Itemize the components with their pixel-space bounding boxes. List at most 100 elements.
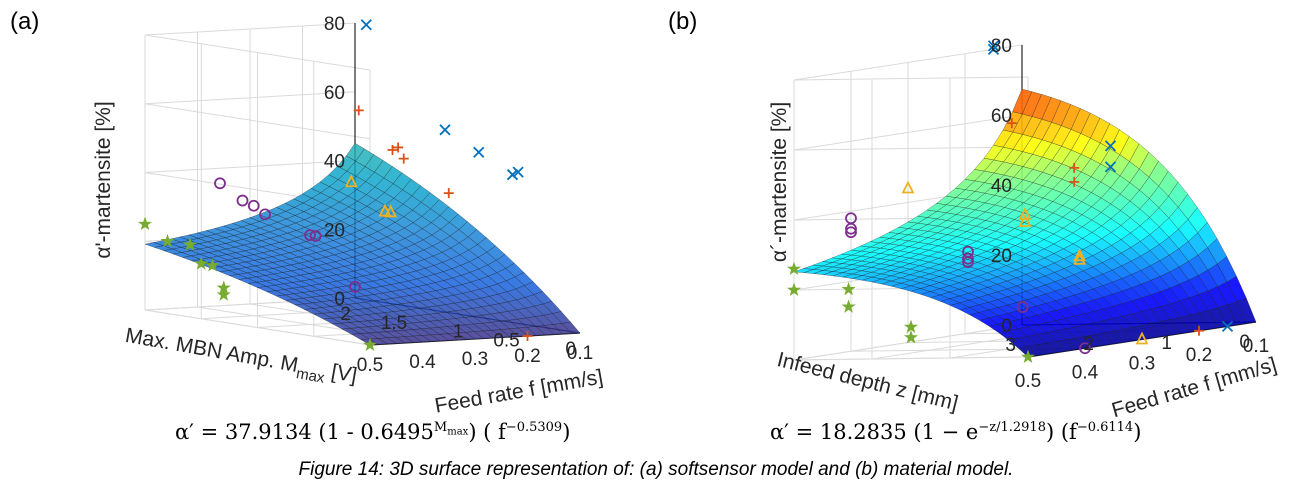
point-star-marker	[841, 299, 856, 313]
point-triangle-marker	[378, 203, 392, 217]
chart-panel-b: 0 20 40 60 80 0.1 0.2 0.3 0.4 0.5 0 1 2 3 α´-martensit…	[656, 0, 1312, 450]
point-star-marker	[216, 287, 231, 301]
tick-labels: 0 20 40 60 80 0.1 0.2 0.3 0.4 0.5 0 0.5 1 1.5 2	[324, 14, 593, 376]
z-axis-label: α´-martensite [%]	[768, 102, 791, 262]
z-tick-label: 20	[324, 220, 345, 241]
point-star-marker	[841, 281, 856, 296]
point-triangle-marker	[1018, 206, 1032, 220]
z-tick-label: 80	[324, 14, 345, 35]
point-plus-marker	[353, 105, 364, 116]
point-plus-marker	[522, 331, 533, 341]
point-triangle-marker	[1073, 248, 1087, 262]
point-x-marker	[360, 19, 372, 31]
surface-plot-b: 0 20 40 60 80 0.1 0.2 0.3 0.4 0.5 0 1 2 3 α´-martensit…	[768, 36, 1279, 420]
point-plus-marker	[393, 142, 404, 153]
y-tick-label: 0	[1239, 332, 1250, 353]
z-tick-label: 40	[991, 176, 1012, 197]
y-tick-label: 1	[453, 322, 464, 343]
point-circle-marker	[1079, 342, 1091, 355]
point-x-marker	[512, 166, 524, 178]
gridline	[793, 44, 1029, 81]
y-axis-label-sub: max	[295, 365, 326, 387]
point-plus-marker	[1069, 162, 1080, 173]
equation-b-end: )	[1133, 420, 1142, 444]
x-tick-label: 0.1	[1243, 336, 1269, 357]
y-tick-label: 1	[1161, 333, 1172, 354]
surface-patch	[144, 242, 165, 248]
equation-a: α′ = 37.9134 (1 ‑ 0.6495Mmax) ( f−0.5309…	[175, 420, 570, 444]
x-tick-label: 0.5	[357, 355, 383, 376]
gridline	[144, 297, 371, 346]
point-circle-marker	[259, 208, 271, 221]
x-tick-label: 0.4	[1072, 362, 1099, 383]
y-axis-label-main: Max. MBN Amp. M	[123, 324, 299, 377]
y-tick-label: 2	[1083, 334, 1094, 355]
x-tick-label: 0.4	[409, 352, 436, 373]
equation-a-exp1sub: max	[447, 426, 469, 438]
point-star-marker	[786, 282, 802, 297]
equation-b: α′ = 18.2835 (1 − e−z/1.2918) (f−0.6114)	[770, 420, 1141, 444]
x-tick-label: 0.2	[514, 346, 540, 367]
point-triangle-marker	[1018, 213, 1032, 227]
figure-caption: Figure 14: 3D surface representation of:…	[298, 459, 1014, 480]
chart-panel-a: 0 20 40 60 80 0.1 0.2 0.3 0.4 0.5 0 0.5 1 1.5 2 α'-mart…	[0, 0, 656, 450]
point-triangle-marker	[344, 174, 358, 188]
equation-b-exp1: −z/1.2918	[978, 420, 1046, 435]
point-x-marker	[1221, 320, 1234, 333]
point-x-marker	[439, 124, 451, 136]
x-tick-label: 0.3	[1129, 354, 1155, 375]
y-tick-label: 0	[565, 339, 576, 360]
point-x-marker	[1104, 161, 1117, 173]
point-plus-marker	[398, 153, 409, 164]
point-circle-marker	[1016, 301, 1029, 313]
point-x-marker	[987, 43, 1000, 56]
point-circle-marker	[845, 226, 857, 239]
equation-a-coef: 37.9134 (1 ‑ 0.6495	[224, 420, 434, 444]
equation-a-exp1: M	[433, 420, 448, 435]
point-star-marker	[137, 216, 153, 231]
point-plus-marker	[1069, 176, 1080, 187]
z-tick-label: 60	[324, 83, 345, 104]
point-plus-marker	[1194, 325, 1204, 336]
gridline	[793, 114, 1029, 151]
point-circle-marker	[962, 256, 974, 269]
surface-plot-a: 0 20 40 60 80 0.1 0.2 0.3 0.4 0.5 0 0.5 1 1.5 2 α'-mart…	[92, 14, 605, 418]
z-tick-label: 20	[991, 246, 1012, 267]
surface-mesh	[144, 142, 581, 346]
y-tick-label: 1.5	[381, 313, 407, 334]
point-x-marker	[506, 169, 519, 181]
equation-a-exp2: −0.5309	[505, 420, 563, 435]
equation-a-end: )	[562, 420, 571, 444]
y-axis-label: Max. MBN Amp. Mmax [V]	[123, 324, 359, 392]
tick-labels: 0 20 40 60 80 0.1 0.2 0.3 0.4 0.5 0 1 2 3	[991, 36, 1269, 392]
point-circle-marker	[349, 280, 361, 293]
z-axis-label: α'-martensite [%]	[92, 101, 115, 258]
point-star-marker	[1020, 349, 1036, 364]
point-triangle-marker	[1135, 331, 1149, 345]
surface-mesh	[793, 88, 1257, 358]
point-circle-marker	[304, 229, 316, 242]
point-circle-marker	[309, 230, 322, 242]
point-star-marker	[205, 258, 220, 272]
panel-label-a: (a)	[10, 8, 40, 35]
x-tick-label: 0.2	[1186, 345, 1212, 366]
point-star-marker	[160, 233, 175, 248]
measured-points	[786, 40, 1234, 364]
y-tick-label: 3	[1005, 335, 1016, 356]
point-triangle-marker	[901, 180, 915, 194]
z-tick-label: 0	[334, 289, 345, 310]
point-circle-marker	[247, 199, 260, 212]
equation-b-lhs: α′ =	[770, 420, 820, 444]
point-x-marker	[473, 146, 485, 158]
z-tick-label: 40	[324, 152, 345, 173]
z-tick-label: 60	[991, 106, 1012, 127]
x-tick-label: 0.5	[1015, 371, 1041, 392]
x-tick-label: 0.1	[567, 343, 593, 364]
point-star-marker	[903, 319, 919, 334]
point-star-marker	[194, 256, 209, 270]
point-star-marker	[786, 261, 802, 276]
point-triangle-marker	[1073, 251, 1087, 265]
point-plus-marker	[443, 188, 454, 199]
gridline	[144, 91, 371, 140]
point-circle-marker	[845, 222, 857, 235]
